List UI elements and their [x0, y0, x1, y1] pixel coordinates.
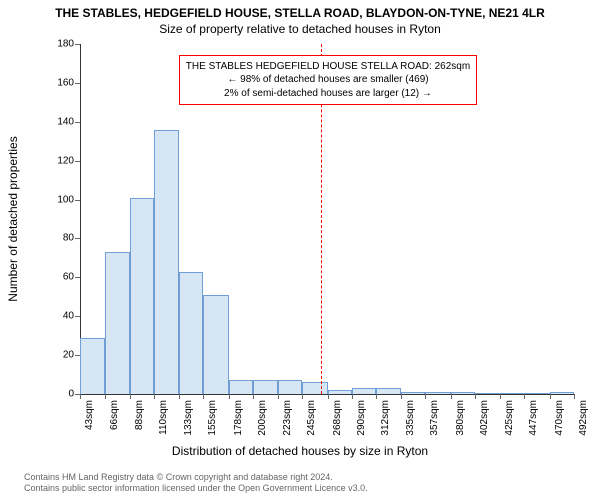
x-tick-mark — [500, 394, 501, 399]
histogram-bar — [203, 295, 228, 394]
x-tick-mark — [425, 394, 426, 399]
x-tick-mark — [179, 394, 180, 399]
y-tick-label: 40 — [34, 311, 74, 322]
annotation-line: THE STABLES HEDGEFIELD HOUSE STELLA ROAD… — [186, 60, 470, 74]
histogram-bar — [278, 380, 302, 394]
x-tick-label: 178sqm — [233, 400, 244, 436]
histogram-bar — [253, 380, 278, 394]
histogram-bar — [302, 382, 327, 394]
histogram-bar — [80, 338, 105, 394]
x-tick-mark — [229, 394, 230, 399]
y-tick-label: 140 — [34, 116, 74, 127]
y-tick-label: 80 — [34, 233, 74, 244]
x-tick-mark — [105, 394, 106, 399]
y-tick-label: 0 — [34, 389, 74, 400]
x-tick-label: 268sqm — [332, 400, 343, 436]
x-tick-mark — [154, 394, 155, 399]
x-tick-label: 88sqm — [134, 400, 145, 430]
y-tick-label: 20 — [34, 350, 74, 361]
histogram-bar — [179, 272, 203, 395]
x-tick-mark — [524, 394, 525, 399]
x-tick-mark — [550, 394, 551, 399]
x-tick-label: 155sqm — [207, 400, 218, 436]
x-tick-mark — [574, 394, 575, 399]
attribution-line-1: Contains HM Land Registry data © Crown c… — [24, 472, 368, 483]
page-title: THE STABLES, HEDGEFIELD HOUSE, STELLA RO… — [0, 0, 600, 20]
x-tick-label: 200sqm — [257, 400, 268, 436]
x-tick-mark — [253, 394, 254, 399]
histogram-bar — [154, 130, 179, 394]
x-tick-mark — [130, 394, 131, 399]
x-tick-mark — [475, 394, 476, 399]
y-axis: 020406080100120140160180 — [28, 44, 80, 394]
x-tick-label: 402sqm — [479, 400, 490, 436]
x-axis-label: Distribution of detached houses by size … — [20, 444, 580, 458]
y-tick-label: 180 — [34, 39, 74, 50]
histogram-bar — [229, 380, 253, 394]
x-tick-mark — [302, 394, 303, 399]
chart: 020406080100120140160180 Number of detac… — [28, 44, 588, 444]
annotation-line: ← 98% of detached houses are smaller (46… — [186, 73, 470, 87]
x-tick-label: 335sqm — [405, 400, 416, 436]
x-tick-mark — [80, 394, 81, 399]
x-tick-label: 110sqm — [158, 400, 169, 435]
plot-area: THE STABLES HEDGEFIELD HOUSE STELLA ROAD… — [80, 44, 574, 394]
x-tick-label: 470sqm — [554, 400, 565, 436]
x-tick-label: 425sqm — [504, 400, 515, 436]
x-tick-label: 133sqm — [183, 400, 194, 436]
x-tick-label: 447sqm — [528, 400, 539, 436]
histogram-bar — [130, 198, 154, 394]
x-tick-label: 290sqm — [356, 400, 367, 436]
y-tick-label: 160 — [34, 77, 74, 88]
y-tick-label: 120 — [34, 155, 74, 166]
histogram-bar — [105, 252, 129, 394]
x-tick-mark — [352, 394, 353, 399]
y-tick-label: 60 — [34, 272, 74, 283]
x-tick-label: 492sqm — [578, 400, 589, 436]
x-tick-label: 357sqm — [429, 400, 440, 436]
attribution-line-2: Contains public sector information licen… — [24, 483, 368, 494]
annotation-line: 2% of semi-detached houses are larger (1… — [186, 87, 470, 101]
x-tick-mark — [401, 394, 402, 399]
x-tick-label: 66sqm — [109, 400, 120, 430]
x-tick-label: 380sqm — [455, 400, 466, 436]
x-tick-mark — [376, 394, 377, 399]
x-tick-label: 43sqm — [84, 400, 95, 430]
x-tick-label: 223sqm — [282, 400, 293, 436]
y-tick-label: 100 — [34, 194, 74, 205]
annotation-box: THE STABLES HEDGEFIELD HOUSE STELLA ROAD… — [179, 55, 477, 106]
attribution: Contains HM Land Registry data © Crown c… — [24, 472, 368, 495]
x-tick-mark — [278, 394, 279, 399]
x-tick-label: 312sqm — [380, 400, 391, 436]
page-subtitle: Size of property relative to detached ho… — [0, 20, 600, 40]
x-axis: 43sqm 66sqm 88sqm 110sqm 133sqm 155sqm 178sqm 2… — [80, 394, 574, 444]
x-tick-label: 245sqm — [306, 400, 317, 436]
y-axis-label: Number of detached properties — [6, 54, 20, 219]
x-tick-mark — [451, 394, 452, 399]
x-tick-mark — [328, 394, 329, 399]
x-tick-mark — [203, 394, 204, 399]
